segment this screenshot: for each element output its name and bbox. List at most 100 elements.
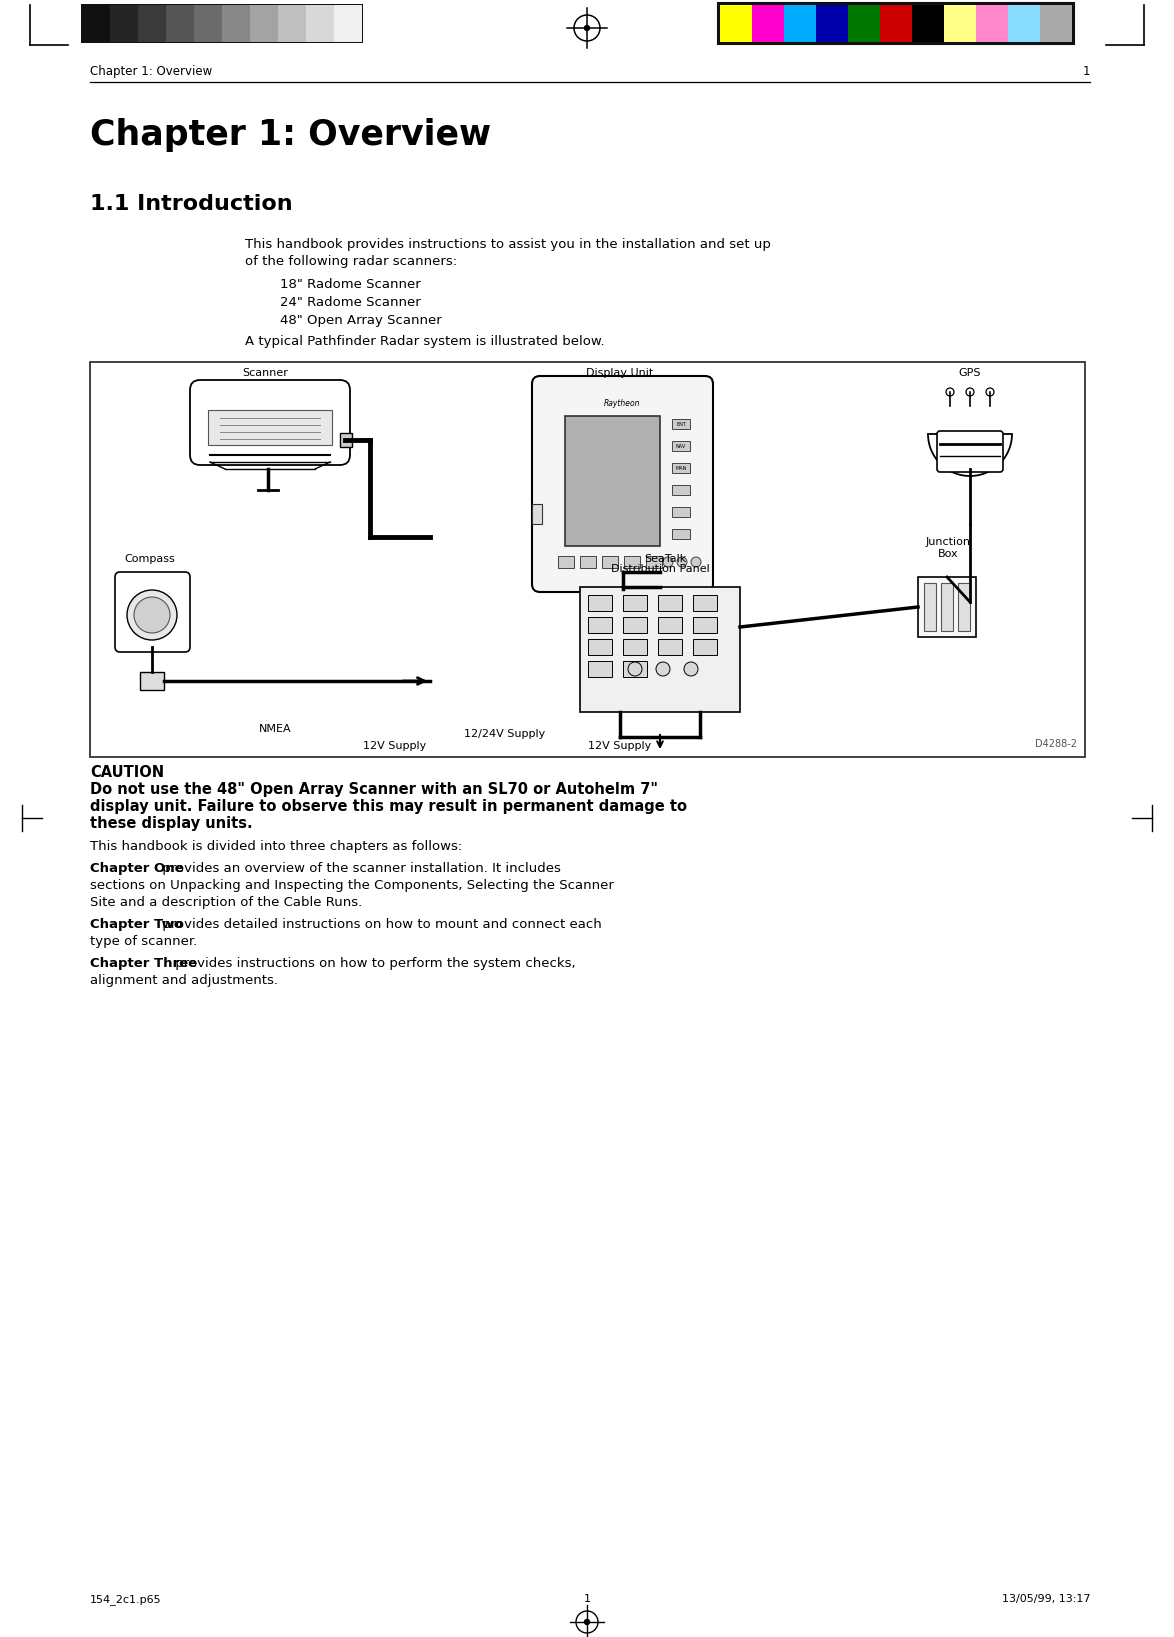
Text: type of scanner.: type of scanner. [90, 935, 197, 948]
Text: alignment and adjustments.: alignment and adjustments. [90, 974, 278, 987]
Bar [140, 673, 164, 691]
Text: Site and a description of the Cable Runs.: Site and a description of the Cable Runs… [90, 895, 363, 909]
Bar [848, 5, 880, 43]
Circle shape [656, 661, 670, 676]
Text: 154_2c1.p65: 154_2c1.p65 [90, 1594, 162, 1604]
Text: 12/24V Supply: 12/24V Supply [465, 728, 546, 738]
Text: This handbook is divided into three chapters as follows:: This handbook is divided into three chap… [90, 840, 463, 853]
Bar [82, 5, 110, 43]
Bar [918, 576, 976, 637]
Bar [278, 5, 306, 43]
Bar [646, 557, 662, 568]
Bar [672, 463, 690, 473]
Bar [166, 5, 194, 43]
Bar [720, 5, 753, 43]
Text: Junction
Box: Junction Box [925, 537, 971, 558]
Text: Display Unit: Display Unit [586, 368, 654, 378]
FancyBboxPatch shape [937, 431, 1003, 471]
Circle shape [585, 26, 589, 31]
Circle shape [986, 388, 994, 396]
Bar [672, 485, 690, 494]
Text: ENT: ENT [676, 421, 686, 427]
Bar [306, 5, 333, 43]
Text: of the following radar scanners:: of the following radar scanners: [245, 255, 457, 268]
Text: Chapter 1: Overview: Chapter 1: Overview [90, 65, 212, 79]
Text: 48" Open Array Scanner: 48" Open Array Scanner [281, 314, 441, 327]
Bar [672, 440, 690, 452]
Circle shape [684, 661, 699, 676]
Bar [958, 583, 970, 630]
Bar [588, 594, 612, 611]
Bar [657, 594, 682, 611]
Bar [657, 638, 682, 655]
Text: Compass: Compass [124, 553, 175, 565]
Bar [565, 416, 660, 547]
Bar [250, 5, 278, 43]
Bar [208, 409, 332, 445]
Text: MAN: MAN [675, 465, 687, 470]
Text: Chapter One: Chapter One [90, 863, 183, 876]
Text: Do not use the 48" Open Array Scanner with an SL70 or Autohelm 7": Do not use the 48" Open Array Scanner wi… [90, 782, 657, 797]
Text: NMEA: NMEA [258, 724, 291, 733]
Text: Chapter Two: Chapter Two [90, 918, 183, 931]
Bar [693, 638, 717, 655]
Bar [580, 588, 740, 712]
Text: 18" Radome Scanner: 18" Radome Scanner [281, 278, 420, 291]
Text: This handbook provides instructions to assist you in the installation and set up: This handbook provides instructions to a… [245, 237, 771, 250]
Bar [90, 362, 1085, 756]
Text: provides detailed instructions on how to mount and connect each: provides detailed instructions on how to… [158, 918, 602, 931]
Circle shape [134, 598, 170, 634]
FancyBboxPatch shape [190, 380, 350, 465]
FancyBboxPatch shape [532, 377, 713, 593]
Bar [194, 5, 222, 43]
Bar [784, 5, 816, 43]
Text: 1: 1 [1082, 65, 1089, 79]
Bar [588, 661, 612, 678]
FancyBboxPatch shape [115, 571, 190, 652]
Text: D4288-2: D4288-2 [1035, 738, 1077, 750]
Bar [816, 5, 848, 43]
Bar [81, 3, 363, 43]
Bar [944, 5, 976, 43]
Text: these display units.: these display units. [90, 815, 252, 832]
Text: SeaTalk: SeaTalk [643, 553, 686, 565]
Text: provides an overview of the scanner installation. It includes: provides an overview of the scanner inst… [158, 863, 561, 876]
Text: 12V Supply: 12V Supply [364, 742, 426, 751]
Text: Chapter 1: Overview: Chapter 1: Overview [90, 118, 491, 152]
Circle shape [946, 388, 954, 396]
Bar [580, 557, 596, 568]
Bar [657, 617, 682, 634]
Text: 1: 1 [583, 1594, 591, 1604]
Bar [942, 583, 953, 630]
Text: 13/05/99, 13:17: 13/05/99, 13:17 [1001, 1594, 1089, 1604]
Bar [588, 617, 612, 634]
Text: 24" Radome Scanner: 24" Radome Scanner [281, 296, 420, 309]
Bar [340, 434, 352, 447]
Text: 1.1 Introduction: 1.1 Introduction [90, 195, 292, 214]
Bar [602, 557, 618, 568]
Text: provides instructions on how to perform the system checks,: provides instructions on how to perform … [170, 958, 575, 971]
Bar [625, 557, 640, 568]
Bar [976, 5, 1008, 43]
Bar [623, 594, 647, 611]
Text: Raytheon: Raytheon [605, 399, 641, 408]
Text: Chapter Three: Chapter Three [90, 958, 197, 971]
Circle shape [628, 661, 642, 676]
Bar [139, 5, 166, 43]
Circle shape [585, 1619, 589, 1624]
Text: NAV: NAV [676, 444, 686, 449]
Text: GPS: GPS [959, 368, 981, 378]
Bar [672, 419, 690, 429]
Circle shape [663, 557, 673, 566]
Circle shape [966, 388, 974, 396]
Circle shape [691, 557, 701, 566]
Bar [672, 507, 690, 517]
Bar [588, 638, 612, 655]
Bar [924, 583, 936, 630]
Bar [222, 5, 250, 43]
Bar [110, 5, 139, 43]
Wedge shape [927, 434, 1012, 476]
Bar [912, 5, 944, 43]
Text: 12V Supply: 12V Supply [588, 742, 652, 751]
Bar [623, 638, 647, 655]
